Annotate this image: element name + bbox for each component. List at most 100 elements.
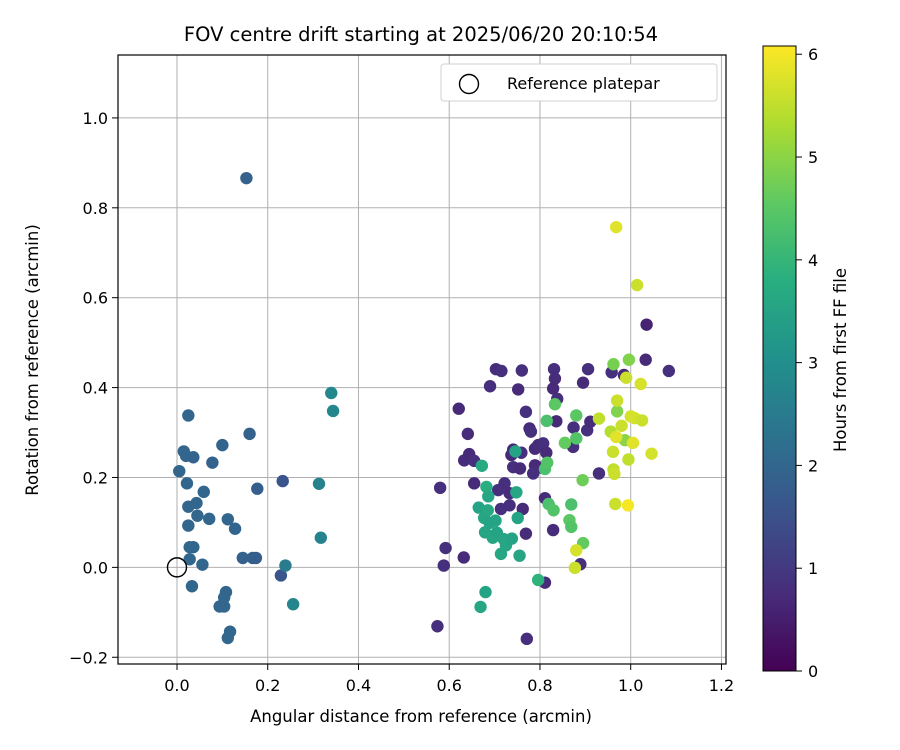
data-point — [568, 561, 582, 575]
data-point — [433, 481, 447, 495]
data-point — [203, 512, 216, 526]
data-point — [626, 436, 640, 450]
data-point — [240, 171, 253, 185]
data-point — [570, 544, 583, 557]
data-point — [481, 504, 494, 517]
data-point — [622, 353, 636, 366]
data-point — [511, 383, 525, 396]
data-point — [519, 405, 533, 419]
data-point — [548, 372, 562, 385]
data-point — [524, 425, 538, 438]
legend-box — [440, 63, 718, 102]
x-tick-label: 0.2 — [255, 676, 280, 695]
data-point — [606, 445, 620, 459]
data-point — [576, 376, 590, 389]
data-point — [520, 632, 534, 646]
y-tick-label: 0.0 — [83, 558, 108, 577]
x-axis-ticks: 0.0 0.2 0.4 0.6 0.8 1.0 1.2 — [164, 664, 734, 695]
data-point — [565, 498, 578, 511]
data-point — [216, 438, 229, 452]
data-point — [547, 504, 560, 517]
x-tick-label: 1.0 — [618, 676, 643, 695]
data-point — [608, 467, 621, 481]
data-point — [325, 386, 338, 400]
chart-title: FOV centre drift starting at 2025/06/20 … — [184, 23, 658, 46]
data-point — [558, 436, 572, 450]
data-point — [635, 414, 649, 427]
data-point — [662, 364, 676, 378]
plot-frame — [117, 54, 727, 665]
data-point — [182, 519, 195, 532]
data-point — [634, 377, 647, 391]
data-point — [609, 497, 622, 511]
data-point — [274, 569, 288, 582]
data-point — [431, 620, 444, 633]
data-point — [206, 456, 219, 469]
data-point — [461, 427, 475, 441]
y-tick-label: 0.4 — [83, 379, 108, 398]
data-point — [196, 558, 209, 571]
data-point — [630, 278, 644, 292]
data-point — [592, 412, 606, 425]
colorbar-tick-label: 5 — [808, 148, 818, 167]
data-point — [191, 509, 204, 522]
data-point — [483, 380, 497, 393]
reference-marker — [166, 557, 188, 578]
colorbar-tick-label: 0 — [808, 662, 818, 681]
colorbar-tick-label: 3 — [808, 354, 818, 373]
reference-point — [166, 557, 188, 578]
y-tick-label: 1.0 — [83, 109, 108, 128]
data-point — [609, 430, 623, 444]
data-point — [457, 551, 470, 564]
data-point — [243, 427, 256, 441]
data-point — [286, 598, 300, 611]
data-point — [505, 532, 519, 545]
data-point — [540, 414, 553, 428]
data-point — [550, 415, 563, 428]
data-point — [607, 358, 620, 371]
data-point — [548, 398, 562, 411]
data-point — [479, 585, 492, 599]
data-point — [540, 446, 553, 459]
y-tick-label: 0.8 — [83, 199, 108, 218]
x-tick-label: 1.2 — [709, 676, 734, 695]
data-point — [452, 402, 465, 415]
data-point — [489, 514, 502, 527]
colorbar-tick-label: 4 — [808, 251, 818, 270]
data-point — [581, 362, 595, 376]
data-point — [576, 473, 589, 487]
colorbar-ticks: 0 1 2 3 4 5 6 — [796, 45, 818, 681]
data-point — [610, 394, 624, 407]
data-point — [509, 445, 522, 458]
data-point — [221, 631, 235, 645]
x-axis-label: Angular distance from reference (arcmin) — [250, 707, 592, 726]
y-tick-label: 0.6 — [83, 289, 108, 308]
data-point — [619, 371, 633, 384]
data-point — [173, 464, 186, 478]
data-point — [565, 520, 578, 534]
colorbar: 0 1 2 3 4 5 6 Hours from first FF file — [762, 45, 850, 681]
data-point — [482, 490, 495, 503]
data-point — [437, 559, 450, 572]
data-point — [221, 513, 235, 526]
data-point — [494, 547, 508, 561]
data-point — [511, 511, 524, 525]
data-point — [228, 522, 242, 535]
data-point — [639, 353, 652, 366]
data-point — [217, 600, 231, 613]
data-point — [182, 500, 195, 513]
data-point — [185, 580, 199, 593]
data-point — [251, 482, 264, 495]
data-point — [467, 477, 481, 490]
colorbar-label: Hours from first FF file — [831, 268, 850, 452]
data-point — [570, 432, 583, 445]
data-point — [326, 404, 340, 418]
data-point — [495, 364, 508, 378]
data-point — [180, 477, 194, 490]
data-point — [494, 502, 508, 516]
x-tick-label: 0.4 — [346, 676, 371, 695]
data-point — [183, 553, 196, 566]
data-point — [510, 486, 523, 499]
data-point — [645, 447, 658, 460]
